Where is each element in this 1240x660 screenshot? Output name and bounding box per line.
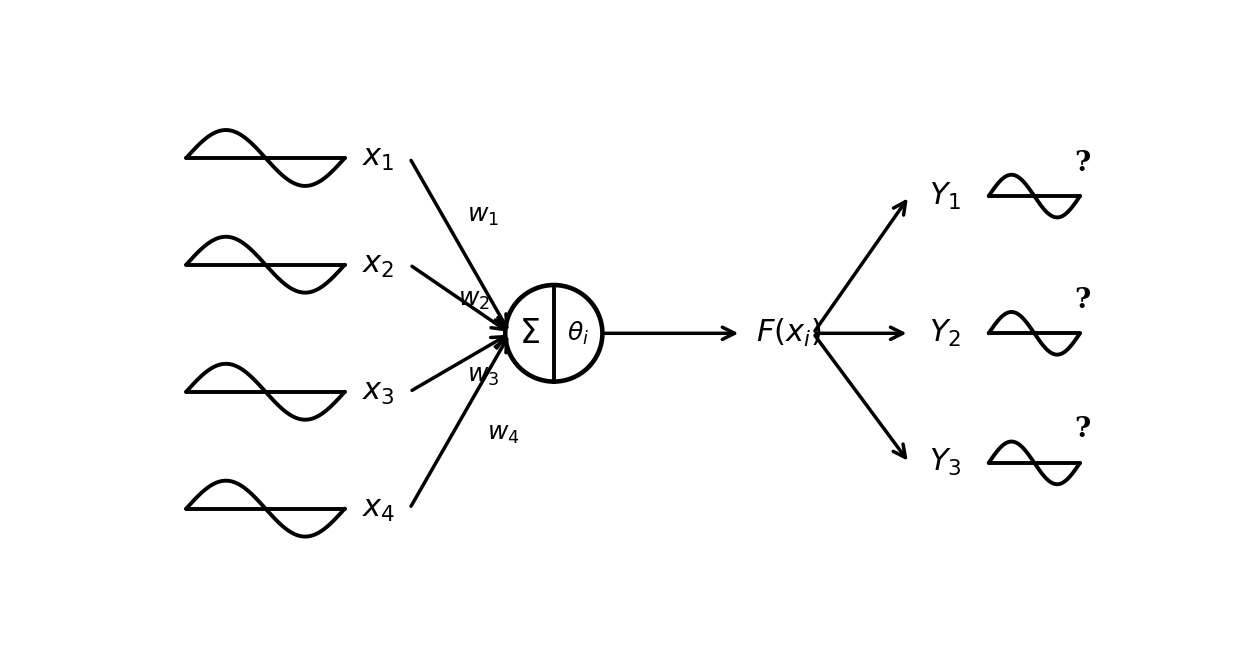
Text: $w_{1}$: $w_{1}$: [467, 205, 500, 228]
Text: $w_{3}$: $w_{3}$: [467, 365, 500, 388]
Text: $w_{2}$: $w_{2}$: [458, 289, 490, 312]
Text: $x_{1}$: $x_{1}$: [362, 143, 394, 174]
Text: $\Sigma$: $\Sigma$: [520, 317, 539, 350]
Text: $Y_{3}$: $Y_{3}$: [929, 447, 961, 478]
Text: $w_{4}$: $w_{4}$: [486, 424, 520, 446]
Text: $Y_{1}$: $Y_{1}$: [929, 181, 961, 212]
Text: $x_{4}$: $x_{4}$: [362, 493, 394, 524]
Text: $Y_{2}$: $Y_{2}$: [929, 317, 961, 349]
Text: ?: ?: [1074, 150, 1090, 177]
Text: $F(x_i)$: $F(x_i)$: [755, 317, 821, 349]
Text: $x_{3}$: $x_{3}$: [362, 376, 394, 407]
Text: ?: ?: [1074, 416, 1090, 444]
Text: $x_{2}$: $x_{2}$: [362, 249, 394, 280]
Text: $\theta_i$: $\theta_i$: [567, 319, 589, 347]
Text: ?: ?: [1074, 286, 1090, 314]
